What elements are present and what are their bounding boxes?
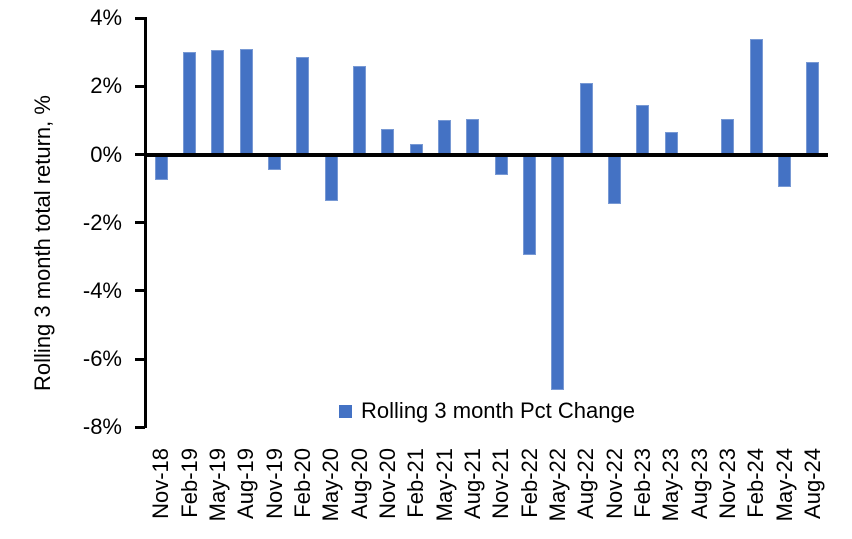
x-tick-label: Feb-23	[629, 448, 655, 518]
bar-Feb-19	[183, 52, 196, 155]
x-tick-label: Feb-20	[289, 448, 315, 518]
bar-Feb-21	[409, 144, 423, 155]
y-tick-mark	[135, 221, 145, 225]
y-tick-label: 0%	[90, 141, 122, 167]
y-tick-label: 2%	[90, 73, 122, 99]
bar-May-21	[438, 120, 451, 155]
y-tick-mark	[135, 425, 145, 429]
x-tick-label: May-21	[431, 448, 457, 522]
x-tick-label: Feb-21	[403, 448, 429, 518]
x-tick-label: May-24	[771, 448, 797, 522]
bar-Aug-21	[466, 118, 480, 155]
bar-Feb-22	[523, 154, 536, 256]
bar-Nov-20	[381, 128, 395, 155]
x-tick-label: Aug-19	[233, 448, 259, 519]
y-tick-mark	[135, 84, 145, 88]
y-tick-mark	[135, 16, 145, 20]
bar-May-22	[551, 154, 565, 390]
x-tick-label: Aug-24	[799, 448, 825, 519]
y-tick-label: -6%	[82, 346, 122, 372]
x-tick-label: Feb-24	[743, 448, 769, 518]
x-tick-label: May-22	[544, 448, 570, 522]
x-tick-label: Feb-22	[516, 448, 542, 518]
x-tick-label: May-20	[318, 448, 344, 522]
legend-swatch-icon	[339, 404, 353, 418]
legend: Rolling 3 month Pct Change	[147, 396, 827, 426]
bar-Nov-18	[154, 154, 168, 181]
bar-May-23	[664, 132, 678, 155]
x-tick-label: Aug-22	[573, 448, 599, 519]
x-tick-label: Nov-22	[601, 448, 627, 519]
y-tick-mark	[135, 289, 145, 293]
bar-Feb-20	[296, 57, 310, 155]
bar-May-20	[324, 154, 338, 201]
x-tick-label: Nov-23	[714, 448, 740, 519]
y-tick-label: -2%	[82, 209, 122, 235]
legend-label: Rolling 3 month Pct Change	[361, 398, 635, 423]
x-tick-label: May-19	[204, 448, 230, 522]
bar-May-19	[211, 50, 225, 155]
y-tick-label: -4%	[82, 277, 122, 303]
bar-Nov-21	[494, 154, 508, 175]
bar-Aug-22	[579, 82, 593, 155]
x-tick-label: Aug-21	[459, 448, 485, 519]
bar-Feb-24	[749, 38, 763, 155]
bar-Aug-19	[239, 48, 253, 155]
bar-Feb-23	[636, 105, 650, 155]
x-tick-label: Aug-23	[686, 448, 712, 519]
y-tick-mark	[135, 357, 145, 361]
bar-May-24	[778, 154, 791, 187]
x-tick-label: Nov-20	[374, 448, 400, 519]
y-axis-line	[144, 17, 147, 428]
bar-Aug-24	[806, 62, 820, 155]
x-tick-label: May-23	[658, 448, 684, 522]
y-tick-label: -8%	[82, 414, 122, 440]
bar-Nov-22	[608, 154, 621, 204]
bar-Nov-23	[721, 118, 735, 155]
y-tick-mark	[135, 153, 145, 156]
x-tick-label: Aug-20	[346, 448, 372, 519]
y-tick-label: 4%	[90, 5, 122, 31]
bar-Nov-19	[268, 154, 281, 170]
x-tick-label: Nov-21	[488, 448, 514, 519]
x-tick-label: Feb-19	[176, 448, 202, 518]
x-tick-label: Nov-19	[261, 448, 287, 519]
bar-Aug-20	[353, 65, 366, 155]
zero-baseline	[144, 153, 828, 157]
x-tick-label: Nov-18	[148, 448, 174, 519]
